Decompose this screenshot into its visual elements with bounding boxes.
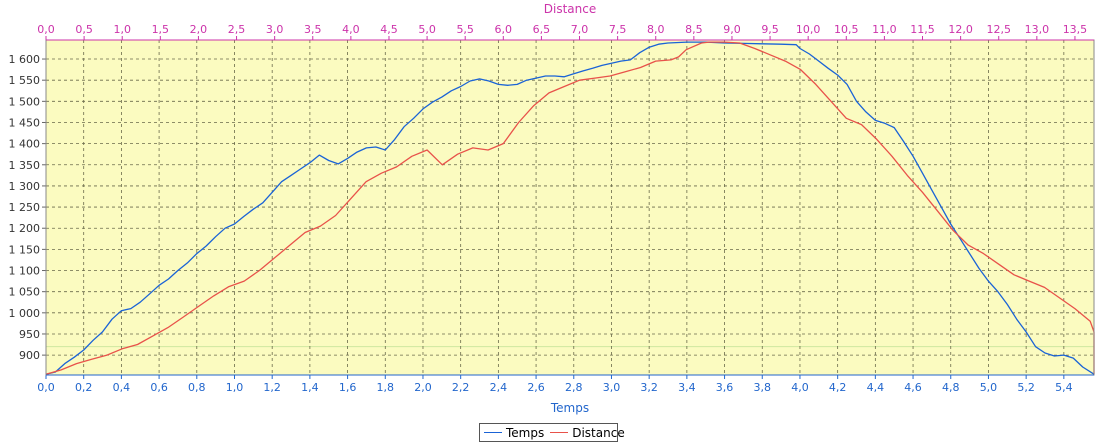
x2-tick-label: 5,5 (456, 23, 474, 36)
x2-tick-label: 11,0 (872, 23, 897, 36)
x2-tick-label: 8,0 (647, 23, 665, 36)
y-tick-label: 1 300 (9, 180, 41, 193)
y-tick-label: 950 (19, 328, 40, 341)
x-tick-label: 0,8 (188, 381, 206, 394)
x-tick-label: 5,0 (980, 381, 998, 394)
x2-tick-label: 3,5 (304, 23, 322, 36)
x-tick-label: 0,0 (37, 381, 55, 394)
series-line-temps (45, 41, 1095, 375)
x-tick-label: 2,6 (527, 381, 545, 394)
x-tick-label: 4,2 (829, 381, 847, 394)
x-tick-label: 3,2 (640, 381, 658, 394)
x-tick-label: 3,4 (678, 381, 696, 394)
x2-tick-label: 11,5 (910, 23, 935, 36)
y-tick-label: 1 450 (9, 116, 41, 129)
x2-tick-label: 7,0 (571, 23, 589, 36)
y-tick-label: 1 100 (9, 265, 41, 278)
x-tick-label: 1,2 (263, 381, 281, 394)
x2-tick-label: 0,5 (75, 23, 93, 36)
x2-tick-label: 0,0 (37, 23, 55, 36)
x2-tick-label: 10,0 (796, 23, 821, 36)
legend-item-distance: Distance (550, 425, 625, 440)
y-tick-label: 1 550 (9, 74, 41, 87)
x-tick-label: 2,8 (565, 381, 583, 394)
x2-tick-label: 8,5 (685, 23, 703, 36)
x-tick-label: 2,0 (414, 381, 432, 394)
x-tick-label: 1,8 (377, 381, 395, 394)
x2-tick-label: 4,5 (380, 23, 398, 36)
x-tick-label: 0,4 (113, 381, 131, 394)
legend: Temps Distance (479, 423, 625, 442)
x2-tick-label: 9,0 (723, 23, 741, 36)
x-tick-label: 1,0 (226, 381, 244, 394)
x2-tick-label: 13,5 (1063, 23, 1088, 36)
x2-tick-label: 2,0 (190, 23, 208, 36)
y-tick-label: 1 000 (9, 307, 41, 320)
x-tick-label: 1,6 (339, 381, 357, 394)
y-tick-label: 900 (19, 349, 40, 362)
y-tick-label: 1 350 (9, 159, 41, 172)
x-tick-label: 4,4 (867, 381, 885, 394)
x2-tick-label: 12,5 (986, 23, 1011, 36)
x-tick-label: 3,6 (716, 381, 734, 394)
x-tick-label: 3,8 (754, 381, 772, 394)
x-tick-label: 0,6 (150, 381, 168, 394)
plot-area (46, 40, 1094, 375)
x2-tick-label: 1,0 (113, 23, 131, 36)
top-axis-title: Distance (544, 2, 596, 16)
x2-tick-label: 7,5 (609, 23, 627, 36)
legend-line-temps (484, 432, 502, 433)
y-tick-label: 1 050 (9, 286, 41, 299)
legend-line-distance (550, 432, 569, 433)
x-tick-label: 2,4 (490, 381, 508, 394)
legend-label-temps: Temps (506, 425, 545, 440)
x-tick-label: 2,2 (452, 381, 470, 394)
axes: 900 950 1 000 1 050 1 100 1 150 1 200 1 250 1 30… (9, 23, 1095, 394)
x2-tick-label: 2,5 (228, 23, 246, 36)
x-tick-label: 4,6 (904, 381, 922, 394)
x-tick-label: 5,2 (1017, 381, 1035, 394)
x2-tick-label: 6,0 (495, 23, 513, 36)
x-tick-label: 4,0 (791, 381, 809, 394)
x-tick-label: 0,2 (75, 381, 93, 394)
x2-tick-label: 12,0 (948, 23, 973, 36)
series-layer (45, 41, 1095, 375)
y-tick-label: 1 400 (9, 138, 41, 151)
x2-tick-label: 10,5 (834, 23, 859, 36)
x-tick-label: 5,4 (1055, 381, 1073, 394)
series-line-distance (45, 41, 1095, 375)
x2-tick-label: 9,5 (761, 23, 779, 36)
legend-item-temps: Temps (484, 426, 544, 440)
y-tick-label: 1 250 (9, 201, 41, 214)
y-tick-label: 1 200 (9, 222, 41, 235)
legend-label-distance: Distance (572, 425, 625, 440)
x2-tick-label: 13,0 (1025, 23, 1050, 36)
y-tick-label: 1 600 (9, 53, 41, 66)
bottom-axis-title: Temps (550, 401, 589, 415)
x2-tick-label: 1,5 (152, 23, 170, 36)
x2-tick-label: 6,5 (533, 23, 551, 36)
x-tick-label: 1,4 (301, 381, 319, 394)
x2-tick-label: 5,0 (418, 23, 436, 36)
y-tick-label: 1 150 (9, 243, 41, 256)
x2-tick-label: 4,0 (342, 23, 360, 36)
plot-background (46, 40, 1094, 375)
y-tick-label: 1 500 (9, 95, 41, 108)
x-tick-label: 3,0 (603, 381, 621, 394)
x2-tick-label: 3,0 (266, 23, 284, 36)
x-tick-label: 4,8 (942, 381, 960, 394)
